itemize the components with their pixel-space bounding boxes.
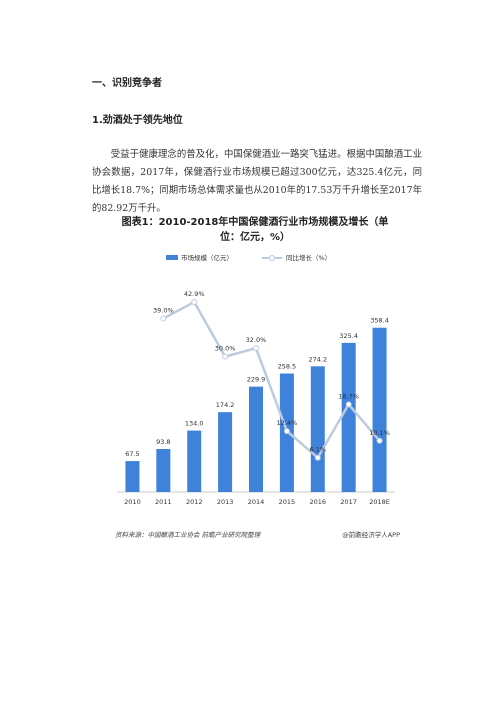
bar-value-label: 274.2 — [308, 355, 327, 363]
growth-value-label: 6.1% — [310, 446, 327, 454]
chart-title: 图表1：2010-2018年中国保健酒行业市场规模及增长（单位：亿元，%） — [121, 217, 389, 243]
x-tick-label: 2010 — [124, 498, 141, 506]
growth-value-label: 42.9% — [184, 290, 205, 298]
x-tick-label: 2017 — [340, 498, 357, 506]
growth-point — [222, 353, 229, 360]
x-tick-label: 2013 — [217, 498, 234, 506]
growth-value-label: 30.0% — [215, 345, 236, 353]
legend-swatch — [166, 255, 178, 260]
x-tick-label: 2014 — [248, 498, 265, 506]
growth-point — [191, 299, 198, 306]
x-tick-label: 2012 — [186, 498, 203, 506]
bar-value-label: 258.5 — [278, 363, 297, 371]
growth-value-label: 10.1% — [369, 429, 390, 437]
growth-point — [253, 345, 259, 352]
bar — [187, 430, 202, 492]
bar — [218, 412, 233, 492]
growth-line — [162, 300, 381, 460]
credit: @前瞻经济学人APP — [342, 530, 400, 539]
bar — [125, 461, 140, 492]
growth-value-label: 32.0% — [246, 336, 267, 344]
growth-point — [283, 428, 290, 435]
bar-value-label: 358.4 — [370, 317, 389, 325]
bar — [341, 342, 356, 492]
chart: 市场规模（亿元） 同比增长（%） 67.5 2010 93.8 2011 134.0 2012… — [115, 253, 400, 539]
bar-value-label: 67.5 — [125, 450, 139, 458]
source: 资料来源：中国酿酒工业协会 前瞻产业研究院整理 — [115, 531, 262, 539]
x-tick-label: 2015 — [279, 498, 296, 506]
growth-point — [314, 454, 321, 461]
growth-point — [376, 437, 383, 444]
x-tick-label: 2016 — [310, 498, 327, 506]
paragraph: 受益于健康理念的普及化，中国保健酒业一路突飞猛进。根据中国酿酒工业协会数据，20… — [92, 149, 422, 214]
bar — [156, 449, 171, 492]
bar-value-label: 325.4 — [339, 332, 358, 340]
x-tick-label: 2011 — [155, 498, 172, 506]
bar — [249, 386, 263, 492]
bar — [310, 366, 325, 492]
heading: 一、识别竞争者 — [92, 78, 162, 89]
bar-value-label: 174.2 — [216, 401, 235, 409]
bar-value-label: 93.8 — [156, 438, 170, 446]
x-tick-label: 2018E — [369, 498, 390, 506]
subheading: 1.劲酒处于领先地位 — [92, 115, 183, 126]
bar — [372, 327, 387, 492]
legend-swatch — [269, 255, 275, 261]
growth-value-label: 18.7% — [338, 392, 359, 400]
bar-value-label: 134.0 — [185, 420, 204, 428]
growth-value-label: 39.0% — [153, 307, 174, 315]
bar-value-label: 229.9 — [247, 376, 266, 384]
growth-value-label: 12.4% — [277, 419, 298, 427]
growth-point — [160, 315, 167, 322]
growth-point — [345, 401, 352, 408]
legend-label: 市场规模（亿元） — [181, 253, 233, 262]
legend-label: 同比增长（%） — [286, 253, 331, 262]
